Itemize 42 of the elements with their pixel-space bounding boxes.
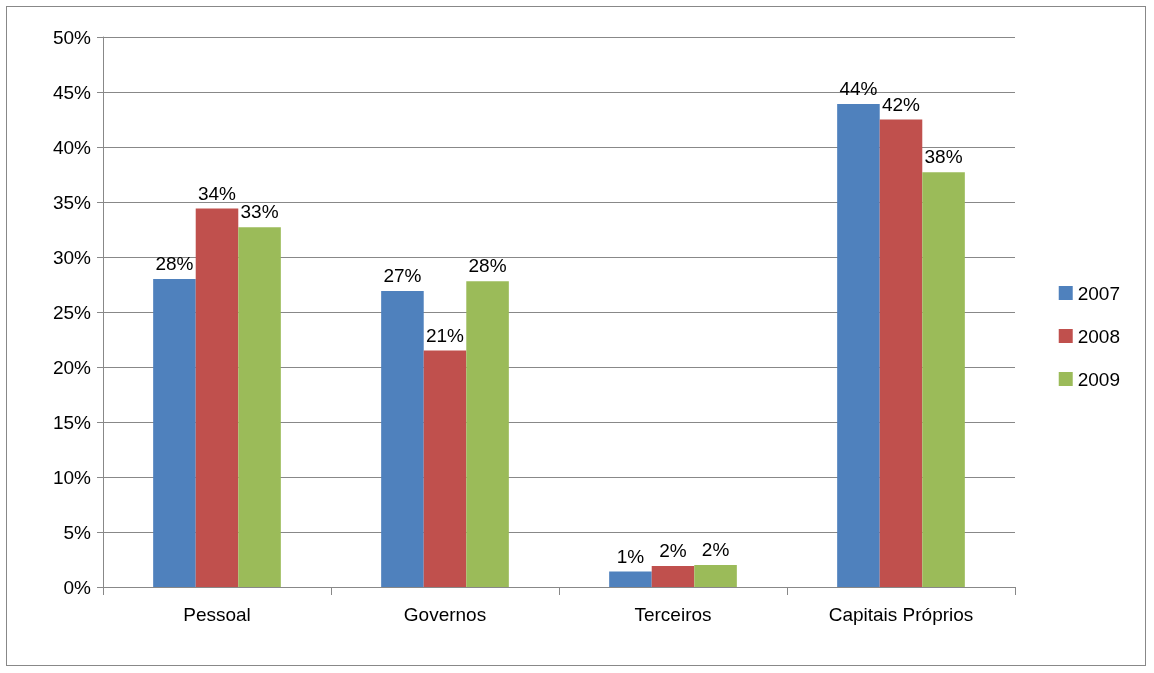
data-label: 34%	[197, 182, 237, 204]
data-label: 42%	[881, 93, 921, 115]
data-label: 44%	[839, 78, 878, 100]
data-label: 28%	[155, 253, 194, 274]
y-tick-label: 35%	[52, 191, 92, 213]
data-label: 2%	[659, 540, 687, 562]
y-tick-label: 15%	[52, 411, 92, 433]
data-label: 33%	[240, 201, 279, 223]
bar	[423, 350, 467, 587]
y-tick-label: 25%	[52, 301, 92, 323]
legend-label: 2008	[1077, 325, 1121, 347]
data-label: 38%	[924, 146, 963, 168]
bar	[694, 565, 737, 587]
bar	[922, 172, 965, 587]
bar	[381, 291, 424, 587]
data-label: 27%	[383, 265, 422, 287]
y-tick-label: 30%	[52, 246, 92, 268]
x-tick-label: Capitais Próprios	[828, 604, 974, 625]
bar	[195, 208, 239, 587]
y-tick-label: 5%	[63, 521, 92, 543]
y-tick-label: 45%	[52, 81, 92, 103]
x-tick-label: Pessoal	[183, 604, 251, 625]
bar	[466, 281, 509, 587]
bar	[238, 227, 281, 587]
bar	[153, 279, 196, 587]
y-tick-label: 10%	[52, 466, 92, 488]
data-label: 2%	[701, 539, 730, 560]
data-label: 1%	[616, 545, 645, 567]
y-tick-label: 50%	[52, 26, 92, 48]
y-tick-label: 20%	[52, 356, 92, 378]
legend-label: 2009	[1077, 368, 1121, 390]
x-tick-label: Terceiros	[634, 604, 712, 625]
bar	[837, 104, 880, 587]
x-tick-label: Governos	[403, 604, 487, 625]
bar	[879, 119, 923, 587]
y-tick-label: 40%	[52, 136, 92, 158]
bar	[651, 566, 695, 587]
data-label: 21%	[425, 324, 465, 346]
data-label: 28%	[468, 255, 507, 277]
legend-label: 2007	[1077, 282, 1121, 304]
y-tick-label: 0%	[63, 576, 92, 598]
bar	[609, 571, 652, 587]
